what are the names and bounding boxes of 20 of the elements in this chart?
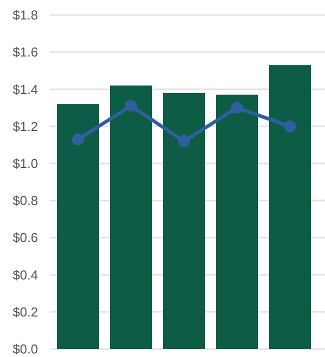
y-tick-label: $1.0 xyxy=(12,156,38,171)
y-tick-label: $0.6 xyxy=(12,230,38,246)
bar xyxy=(269,65,311,349)
bar xyxy=(110,86,152,349)
y-tick-label: $0.4 xyxy=(12,267,38,282)
y-tick-label: $0.2 xyxy=(12,304,38,320)
y-tick-label: $1.2 xyxy=(12,118,38,134)
point xyxy=(125,100,137,112)
bar xyxy=(216,94,258,349)
point xyxy=(284,120,296,132)
y-tick-label: $0.0 xyxy=(12,342,38,357)
y-tick-label: $1.8 xyxy=(12,8,38,23)
point xyxy=(178,135,190,148)
point xyxy=(231,102,243,114)
y-tick-label: $1.6 xyxy=(12,44,38,60)
y-tick-label: $1.4 xyxy=(12,82,38,97)
point xyxy=(72,133,84,146)
y-tick-label: $0.8 xyxy=(12,193,38,208)
bar xyxy=(163,92,205,349)
bar xyxy=(57,104,99,349)
